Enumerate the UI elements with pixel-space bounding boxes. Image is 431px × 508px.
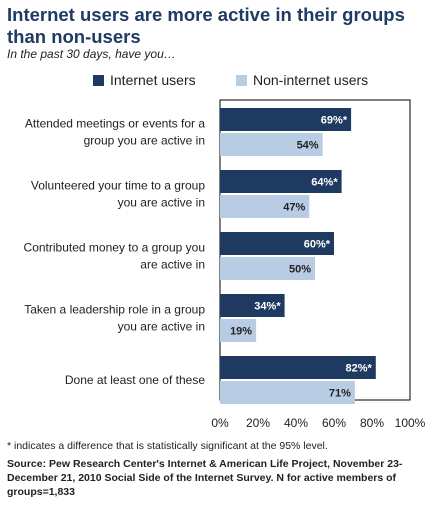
data-label: 82%* [346,363,373,375]
footnote: * indicates a difference that is statist… [7,440,328,452]
source-text: Pew Research Center's Internet & America… [7,458,403,498]
legend-label-non-internet-users: Non-internet users [253,72,369,88]
category-label: you are active in [118,320,205,334]
legend-swatch-non-internet-users [236,74,247,86]
category-label: Volunteered your time to a group [31,179,205,193]
data-label: 64%* [311,177,338,189]
bar-internet [220,170,342,193]
data-label: 19% [230,326,252,338]
data-label: 47% [283,202,305,214]
legend: Internet users Non-internet users [0,72,431,92]
x-tick-label: 80% [360,416,384,430]
x-tick-label: 20% [246,416,270,430]
legend-label-internet-users: Internet users [110,72,196,88]
legend-item-internet-users: Internet users [93,72,196,88]
data-label: 71% [329,388,351,400]
legend-item-non-internet-users: Non-internet users [236,72,368,88]
bar-non-internet [220,319,257,342]
chart-subtitle: In the past 30 days, have you… [7,47,176,61]
category-label: Taken a leadership role in a group [24,303,205,317]
x-tick-label: 100% [395,416,426,430]
bar-internet [220,108,352,131]
bar-internet [220,356,376,379]
bar-internet [220,232,334,255]
data-label: 34%* [254,301,281,313]
category-label: Contributed money to a group you [24,241,205,255]
chart-title: Internet users are more active in their … [7,4,405,47]
category-label: are active in [140,258,205,272]
category-label: Done at least one of these [65,373,205,387]
data-label: 60%* [304,239,331,251]
bar-non-internet [220,257,315,280]
bar-non-internet [220,195,310,218]
legend-swatch-internet-users [93,74,104,86]
x-tick-label: 0% [211,416,229,430]
bar-chart: Attended meetings or events for a group y… [24,99,426,430]
bar-internet [220,294,285,317]
source-label: Source: [7,458,47,470]
bar-non-internet [220,133,323,156]
data-label: 50% [289,264,311,276]
category-label: you are active in [118,196,205,210]
bar-non-internet [220,381,355,404]
category-label: Attended meetings or events for a [25,117,205,131]
category-label: group you are active in [84,134,205,148]
data-label: 54% [297,140,319,152]
x-tick-label: 40% [284,416,308,430]
source-note: Source: Pew Research Center's Internet &… [7,457,425,499]
data-label: 69%* [321,115,348,127]
x-tick-label: 60% [322,416,346,430]
